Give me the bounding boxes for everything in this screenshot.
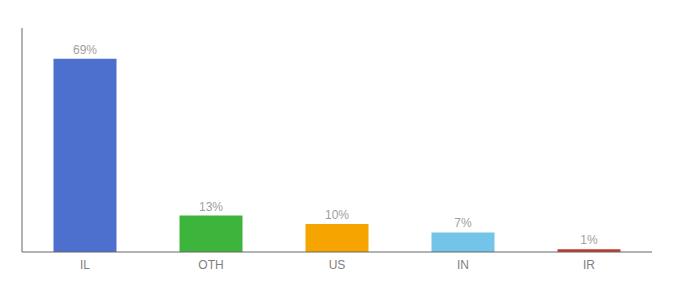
svg-text:US: US <box>329 258 346 272</box>
svg-text:IL: IL <box>80 258 90 272</box>
svg-text:13%: 13% <box>199 200 223 214</box>
svg-text:1%: 1% <box>580 233 598 247</box>
svg-text:OTH: OTH <box>198 258 223 272</box>
svg-text:IN: IN <box>457 258 469 272</box>
svg-text:69%: 69% <box>73 43 97 57</box>
svg-text:IR: IR <box>583 258 595 272</box>
svg-text:7%: 7% <box>454 216 472 230</box>
svg-text:10%: 10% <box>325 208 349 222</box>
